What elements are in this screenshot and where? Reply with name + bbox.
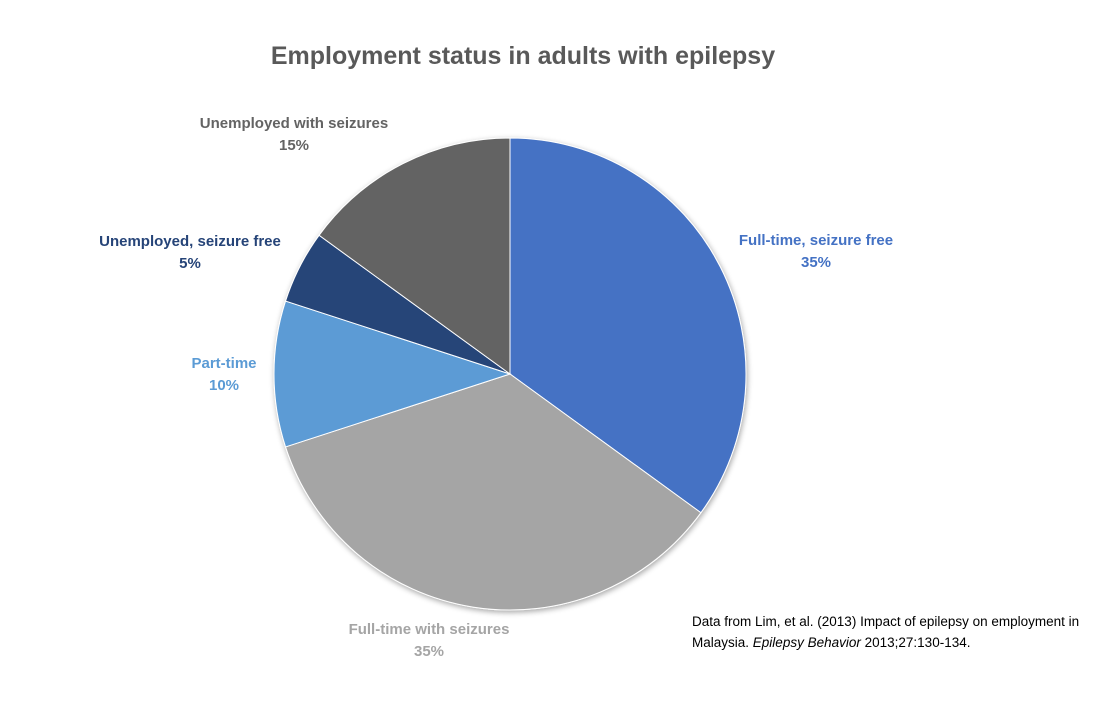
pie-slice-full-time-with-seizures: [284, 373, 702, 611]
pie-slice-part-time: [273, 300, 512, 448]
slice-label-name: Unemployed with seizures: [199, 115, 389, 132]
slice-label-name: Part-time: [191, 355, 257, 372]
pie-slice-unemployed-with-seizures: [318, 137, 511, 375]
slice-label-full-time-seizure-free: Full-time, seizure free 35%: [716, 230, 916, 274]
slice-label-unemployed-seizure-free: Unemployed, seizure free 5%: [80, 231, 300, 275]
source-note-text: Data from Lim, et al. (2013) Impact of e…: [692, 614, 1080, 650]
source-note-journal: Epilepsy Behavior: [752, 635, 861, 650]
slice-label-value: 15%: [278, 137, 310, 154]
slice-label-value: 35%: [800, 254, 832, 271]
slice-label-part-time: Part-time 10%: [164, 353, 284, 397]
slice-label-full-time-with-seizures: Full-time with seizures 35%: [329, 619, 529, 663]
slice-label-name: Full-time with seizures: [348, 621, 510, 638]
slice-label-name: Full-time, seizure free: [738, 232, 894, 249]
chart-title: Employment status in adults with epileps…: [270, 42, 776, 70]
slice-label-value: 35%: [413, 643, 445, 660]
pie-slice-full-time-seizure-free: [509, 137, 747, 514]
slice-label-unemployed-with-seizures: Unemployed with seizures 15%: [184, 113, 404, 157]
slice-label-value: 10%: [208, 377, 240, 394]
slice-label-value: 5%: [179, 255, 201, 272]
slice-label-name: Unemployed, seizure free: [99, 233, 281, 250]
source-note: Data from Lim, et al. (2013) Impact of e…: [692, 611, 1107, 653]
source-note-tail: 2013;27:130-134.: [864, 635, 971, 650]
